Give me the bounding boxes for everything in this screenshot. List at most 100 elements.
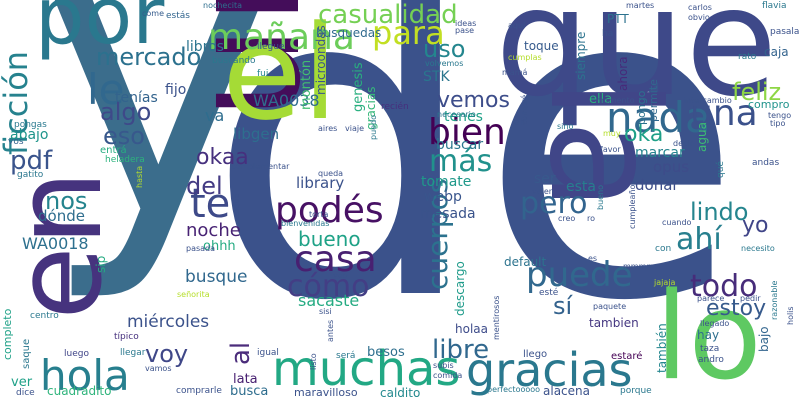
- word-bienvenidas: bienvenidas: [281, 219, 330, 228]
- word-llego: llego: [523, 349, 548, 360]
- word-carlos: carlos: [688, 3, 712, 12]
- word-paquete: paquete: [593, 302, 627, 311]
- word-cuadradito: cuadradito: [47, 384, 112, 398]
- word-pero: pero: [520, 186, 588, 221]
- word-compro: compro: [748, 98, 790, 111]
- word-algo: algo: [100, 98, 152, 126]
- word-del: del: [186, 172, 223, 200]
- word-libgen: libgen: [233, 125, 280, 143]
- word-siempre: siempre: [574, 31, 588, 80]
- word-toque: toque: [524, 39, 559, 53]
- word-caldito: caldito: [380, 386, 421, 400]
- word-manana: mañana: [208, 17, 355, 58]
- word-bueno-small: bueno: [596, 184, 605, 210]
- word-mmmm: mmmm: [623, 262, 655, 271]
- word-torta: torta: [309, 210, 329, 219]
- word-decir: decir: [673, 139, 693, 148]
- word-wa0018: WA0018: [22, 234, 89, 253]
- word-mas: más: [429, 144, 493, 179]
- word-ideas: ideas: [455, 19, 477, 28]
- word-nada: nada: [606, 93, 711, 142]
- word-pasala: pasala: [770, 27, 800, 37]
- word-que-small: qué: [716, 161, 726, 178]
- word-webp: webp: [424, 189, 462, 205]
- word-podes: podés: [275, 190, 384, 231]
- word-te: te: [190, 181, 231, 227]
- word-luego: luego: [64, 349, 89, 359]
- word-monton: montón: [299, 59, 314, 110]
- word-queda: queda: [318, 169, 344, 178]
- word-el: el: [222, 0, 339, 149]
- word-gatito: gatito: [17, 170, 44, 180]
- word-holis: holis: [786, 306, 795, 325]
- word-mentirosos: mentirosos: [492, 295, 501, 340]
- word-porque: porque: [620, 386, 652, 396]
- word-libre: libre: [432, 335, 490, 365]
- word-estoy: estoy: [706, 296, 767, 321]
- word-estas: estás: [166, 11, 190, 21]
- word-besos: besos: [367, 345, 405, 360]
- word-sera: será: [336, 351, 356, 361]
- word-creo: creo: [558, 214, 576, 223]
- word-sino: sino: [557, 122, 574, 131]
- word-yo: yo: [742, 213, 769, 238]
- word-holaa: holaa: [455, 322, 488, 336]
- word-oka: oka: [624, 122, 664, 147]
- word-subis: subís: [433, 361, 454, 370]
- word-razonable: razonable: [770, 280, 779, 320]
- word-heladera: heladera: [105, 155, 145, 165]
- word-aires: aires: [318, 124, 338, 133]
- word-centro: centro: [30, 311, 59, 321]
- word-voy: voy: [145, 340, 189, 368]
- word-lata: lata: [233, 372, 258, 387]
- word-favor: favor: [600, 145, 621, 154]
- word-marcar: marcar: [635, 145, 685, 161]
- word-mercado: mercado: [96, 43, 202, 71]
- word-ro: ro: [587, 214, 596, 223]
- word-donar: donar: [635, 176, 679, 194]
- word-senorita: señorita: [177, 290, 210, 299]
- word-permite: permite: [647, 79, 660, 122]
- word-comida: comida: [433, 371, 463, 380]
- word-al: al: [226, 341, 256, 365]
- word-si: sí: [553, 292, 573, 320]
- word-busque: busque: [185, 267, 248, 287]
- word-ahora: ahora: [616, 56, 630, 91]
- word-buscar: buscar: [436, 137, 484, 153]
- word-vamos: vamos: [145, 364, 172, 373]
- word-obvio: obvio: [688, 13, 710, 22]
- word-saque: saque: [21, 338, 32, 369]
- word-llegue: llegue: [257, 42, 285, 52]
- word-perfectoooo: perfectooooo: [487, 385, 541, 394]
- word-llegado: llegado: [700, 319, 730, 328]
- word-bien: bien: [428, 112, 506, 153]
- word-noche: noche: [186, 220, 241, 241]
- word-volvemos: volvemos: [425, 59, 464, 68]
- word-asique: asique: [232, 193, 241, 220]
- word-tomate: tomate: [421, 174, 472, 190]
- word-completo: completo: [1, 308, 14, 360]
- word-pdf: pdf: [10, 146, 53, 176]
- word-listo: listo: [309, 353, 318, 370]
- word-comprarle: comprarle: [176, 386, 222, 396]
- word-necesario: necesario: [437, 110, 476, 119]
- word-ella: ella: [589, 92, 613, 107]
- word-caja: caja: [764, 45, 789, 59]
- word-cumplas: cumplas: [508, 53, 542, 62]
- word-bueno-big: bueno: [298, 227, 361, 251]
- word-default: default: [504, 255, 547, 269]
- word-okaa: okaa: [196, 145, 249, 170]
- word-tenes: tenes: [444, 109, 483, 125]
- word-tambien-2: también: [655, 323, 669, 373]
- word-ohhh: ohhh: [203, 239, 236, 254]
- word-llegar: llegar: [120, 348, 146, 358]
- word-tipico: típico: [114, 332, 139, 342]
- word-miercoles: miércoles: [127, 312, 210, 332]
- word-fijo: fijo: [165, 82, 187, 98]
- word-pongas: pongas: [14, 120, 47, 130]
- word-todo: todo: [690, 269, 758, 304]
- word-lo: lo: [655, 268, 762, 400]
- word-sip: sip: [94, 255, 108, 273]
- word-opus: opus: [653, 158, 690, 176]
- word-donde: dónde: [38, 207, 85, 225]
